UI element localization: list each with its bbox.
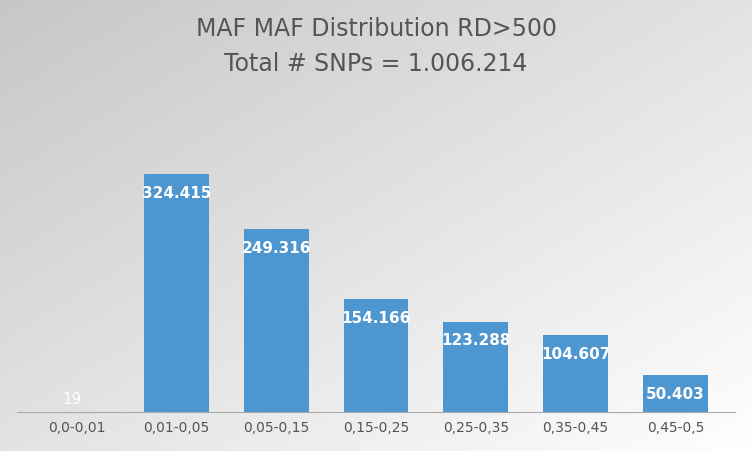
- Bar: [144, 175, 209, 412]
- Bar: [643, 375, 708, 412]
- Text: 19: 19: [62, 391, 81, 406]
- Text: 249.316: 249.316: [241, 240, 311, 255]
- Title: MAF MAF Distribution RD>500
Total # SNPs = 1.006.214: MAF MAF Distribution RD>500 Total # SNPs…: [196, 17, 556, 76]
- Bar: [344, 299, 408, 412]
- Bar: [244, 230, 308, 412]
- Text: 123.288: 123.288: [441, 332, 511, 348]
- Bar: [543, 336, 608, 412]
- Text: 154.166: 154.166: [341, 310, 411, 325]
- Text: 104.607: 104.607: [541, 346, 611, 361]
- Bar: [444, 322, 508, 412]
- Text: 324.415: 324.415: [141, 185, 211, 200]
- Text: 50.403: 50.403: [646, 386, 705, 401]
